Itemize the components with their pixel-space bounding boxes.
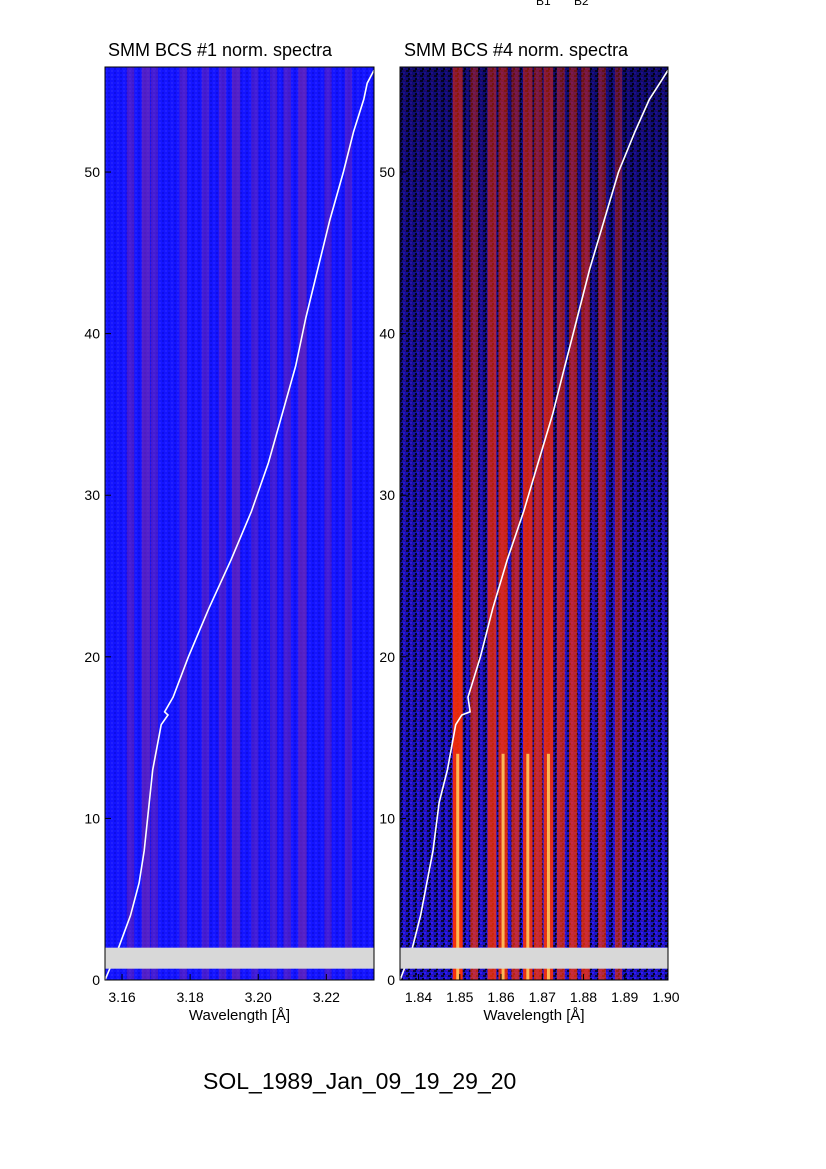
spectral-line [269, 67, 278, 980]
spectral-line [231, 67, 241, 980]
spectral-line [141, 67, 150, 980]
spectral-line [523, 67, 533, 980]
spectral-line-core [456, 753, 460, 980]
y-tick-label: 50 [84, 164, 100, 180]
x-tick-label: 3.16 [108, 989, 135, 1005]
spectra-image-1 [400, 67, 668, 980]
x-tick-label: 3.20 [245, 989, 272, 1005]
spectral-line [251, 67, 259, 980]
spectral-line [533, 67, 543, 980]
x-tick-label: 1.89 [611, 989, 638, 1005]
spectral-line [201, 67, 210, 980]
data-gap-band [105, 947, 374, 969]
x-tick-label: 1.85 [446, 989, 473, 1005]
y-tick-label: 30 [84, 487, 100, 503]
plot-frame [104, 66, 375, 981]
spectral-line [581, 67, 590, 980]
spectra-chart: 0 10 20 30 40 50 3.16 3.18 3.20 3.22 Wavelength [Å… [84, 66, 680, 1024]
spectral-line [569, 67, 578, 980]
spectral-line [543, 67, 554, 980]
chart-title-bcs4: SMM BCS #4 norm. spectra [404, 40, 629, 60]
spectral-line [498, 67, 508, 980]
y-tick-label: 20 [84, 649, 100, 665]
x-axis-label: Wavelength [Å] [483, 1007, 584, 1024]
y-tick-label: 0 [387, 972, 395, 988]
spectral-line [150, 67, 159, 980]
y-tick-label: 40 [84, 326, 100, 342]
chart-title-bcs1: SMM BCS #1 norm. spectra [108, 40, 333, 60]
spectral-line [511, 67, 520, 980]
spectral-line [179, 67, 188, 980]
y-tick-label: 20 [379, 649, 395, 665]
y-tick-label: 10 [379, 810, 395, 826]
header-label-b1: B1 [536, 0, 551, 8]
spectral-line-core [546, 753, 550, 980]
y-tick-label: 0 [92, 972, 100, 988]
y-tick-label: 10 [84, 810, 100, 826]
x-tick-label: 3.22 [313, 989, 340, 1005]
spectral-line [598, 67, 606, 980]
spectral-line-core [501, 753, 505, 980]
lightcurve-overlay [105, 69, 374, 980]
spectral-line [470, 67, 479, 980]
spectral-line [615, 67, 623, 980]
header-labels: B1 B2 [534, 0, 614, 14]
spectral-line [452, 67, 463, 980]
spectral-line [487, 67, 497, 980]
spectra-image-0 [105, 67, 374, 980]
x-tick-label: 3.18 [177, 989, 204, 1005]
lightcurve-overlay [400, 69, 668, 980]
spectral-line [324, 67, 332, 980]
data-gap-band [400, 947, 668, 969]
spectral-line [126, 67, 135, 980]
spectral-line-core [526, 753, 530, 980]
x-tick-label: 1.84 [405, 989, 432, 1005]
y-tick-label: 40 [379, 326, 395, 342]
observation-id: SOL_1989_Jan_09_19_29_20 [203, 1068, 517, 1094]
spectral-line [556, 67, 565, 980]
y-tick-label: 30 [379, 487, 395, 503]
plot-frame [399, 66, 669, 981]
spectral-line [298, 67, 307, 980]
x-axis-label: Wavelength [Å] [189, 1007, 290, 1024]
spectral-line [344, 67, 353, 980]
spectral-line [283, 67, 291, 980]
x-tick-label: 1.86 [487, 989, 514, 1005]
x-tick-label: 1.87 [529, 989, 556, 1005]
spectral-line [218, 67, 227, 980]
x-tick-label: 1.88 [570, 989, 597, 1005]
y-tick-label: 50 [379, 164, 395, 180]
header-label-b2: B2 [574, 0, 589, 8]
x-tick-label: 1.90 [652, 989, 679, 1005]
